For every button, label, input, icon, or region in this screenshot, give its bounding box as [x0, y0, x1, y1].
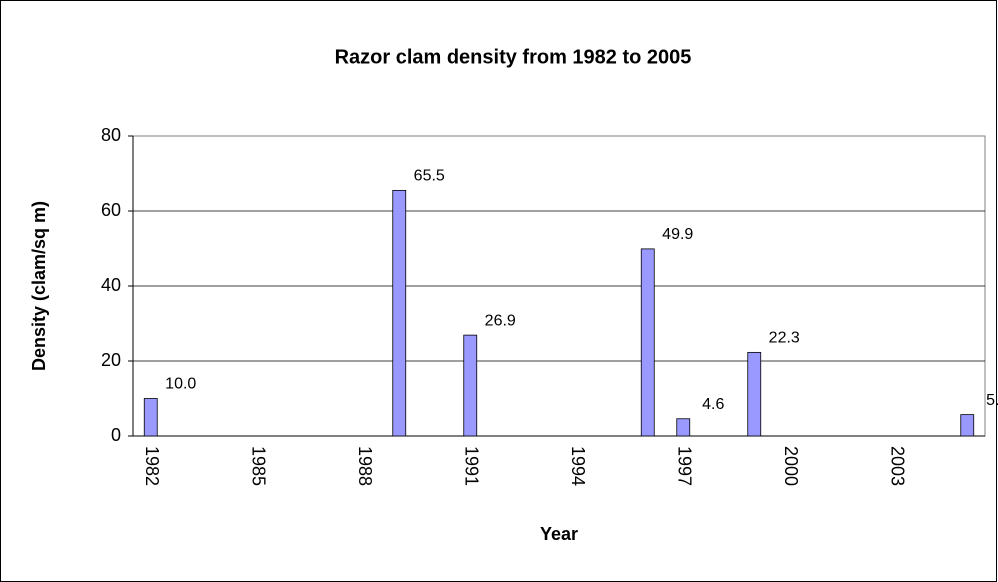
- x-tick-label: 1982: [142, 446, 162, 486]
- data-label: 10.0: [165, 376, 196, 393]
- x-tick-label: 1994: [568, 446, 588, 486]
- bar: [640, 248, 655, 437]
- bar: [960, 414, 975, 437]
- x-tick-label: 1985: [249, 446, 269, 486]
- data-label: 5.7: [986, 392, 998, 409]
- x-tick-label: 2000: [781, 446, 801, 486]
- y-axis-label: Density (clam/sq m): [29, 201, 49, 371]
- bar: [747, 351, 762, 437]
- data-label: 49.9: [662, 226, 693, 243]
- bar: [463, 334, 478, 437]
- y-tick-label: 40: [101, 275, 121, 295]
- chart-title: Razor clam density from 1982 to 2005: [335, 46, 692, 68]
- y-tick-label: 20: [101, 350, 121, 370]
- bar: [143, 398, 158, 437]
- y-tick-label: 60: [101, 200, 121, 220]
- x-tick-label: 1997: [675, 446, 695, 486]
- x-axis-label: Year: [540, 524, 578, 544]
- data-label: 26.9: [485, 312, 516, 329]
- data-label: 4.6: [702, 396, 724, 413]
- data-label: 65.5: [414, 168, 445, 185]
- y-tick-label: 0: [111, 425, 121, 445]
- x-tick-label: 2003: [888, 446, 908, 486]
- x-tick-label: 1988: [355, 446, 375, 486]
- y-tick-label: 80: [101, 125, 121, 145]
- data-label: 22.3: [769, 330, 800, 347]
- bar: [392, 189, 407, 437]
- x-tick-label: 1991: [462, 446, 482, 486]
- bar: [676, 418, 691, 437]
